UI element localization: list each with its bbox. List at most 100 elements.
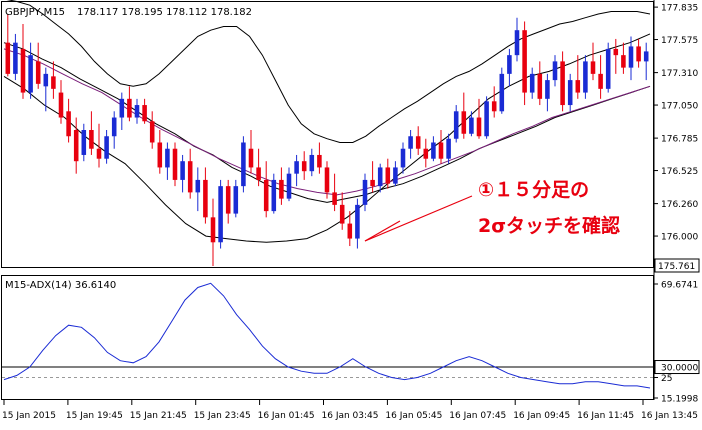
candle-bear [415, 136, 421, 149]
candle-bull [552, 61, 558, 81]
candle-bull [408, 136, 413, 149]
candle-bear [423, 148, 429, 159]
candle-bull [104, 136, 109, 159]
candle-bear [317, 154, 322, 168]
adx-line [3, 282, 651, 389]
candle-bull [453, 111, 459, 139]
candle-bear [149, 121, 155, 143]
candle-bull [567, 80, 573, 106]
candle-bull [111, 117, 117, 137]
price-tick-label: 177.835 [661, 4, 698, 14]
level-value-box [654, 360, 700, 375]
candle-bear [5, 42, 11, 74]
indicator-tick-label: 30.0000 [661, 364, 698, 374]
candle-bear [225, 186, 231, 214]
candle-bear [89, 130, 94, 149]
time-tick-label: 16 Jan 11:45 [577, 411, 634, 421]
candle-bull [241, 142, 246, 187]
candle-bull [28, 55, 33, 93]
candle-bear [172, 148, 178, 180]
indicator-tick-label: 25 [661, 374, 672, 384]
candle-bull [605, 48, 611, 89]
candle-bear [438, 142, 444, 159]
candle-bear [385, 167, 391, 184]
time-tick-label: 15 Jan 23:45 [194, 411, 251, 421]
candle-bear [621, 55, 626, 68]
candle-bull [294, 161, 299, 174]
bollinger-upper-line [6, 0, 651, 143]
candle-bear [66, 111, 71, 137]
candle-bear [157, 142, 163, 168]
candle-bear [339, 204, 345, 224]
candle-bull [529, 73, 535, 93]
time-tick-label: 16 Jan 07:45 [449, 411, 506, 421]
candle-bull [400, 148, 406, 168]
time-tick-label: 16 Jan 09:45 [513, 411, 570, 421]
candle-bear [58, 92, 64, 118]
candle-bear [256, 167, 261, 180]
candle-bear [491, 101, 497, 112]
candle-bull [180, 161, 185, 180]
candle-bull [545, 80, 550, 99]
indicator-pane-frame [1, 275, 654, 400]
candle-bull [218, 186, 223, 243]
price-tick-label: 176.000 [661, 233, 698, 243]
candle-bull [271, 179, 277, 212]
candle-bear [35, 61, 41, 84]
time-axis: 15 Jan 2015 15 Jan 19:45 15 Jan 21:45 15 Ja… [2, 400, 698, 421]
candle-bear [279, 179, 284, 199]
price-tick-label: 177.575 [661, 36, 698, 46]
price-axis: 177.835 177.575 177.310 177.050 176.785 176.5… [654, 4, 698, 243]
candle-bull [377, 167, 383, 187]
candle-bear [461, 111, 467, 134]
candle-bear [73, 130, 79, 162]
candle-bear [370, 179, 375, 187]
price-pane-frame [1, 1, 654, 268]
annotation-line-1: ①１５分足の [478, 179, 589, 201]
candle-bear [537, 73, 543, 99]
time-tick-label: 16 Jan 05:45 [385, 411, 442, 421]
candle-bull [134, 105, 140, 118]
candle-bull [233, 186, 239, 214]
candle-bull [469, 117, 474, 134]
candle-bear [127, 98, 132, 118]
candle-bear [598, 73, 603, 89]
annotation-arrow-head [364, 220, 401, 242]
candle-bear [51, 76, 56, 89]
time-tick-label: 16 Jan 03:45 [322, 411, 379, 421]
candle-bear [203, 179, 208, 218]
candle-bull [81, 130, 87, 155]
candle-bear [332, 192, 337, 205]
candle-bear [324, 167, 330, 193]
candle-bull [355, 204, 360, 239]
price-plot[interactable] [3, 0, 651, 266]
time-tick-label: 15 Jan 21:45 [130, 411, 187, 421]
candle-bull [583, 61, 588, 93]
candle-bull [309, 154, 315, 172]
current-price-marker: 175.761 [654, 258, 700, 273]
candle-bull [393, 167, 398, 184]
candle-bear [187, 161, 193, 193]
candle-bull [362, 179, 368, 205]
bollinger-lower-line [3, 33, 651, 243]
candle-bull [43, 73, 49, 87]
candle-bear [142, 105, 147, 122]
candle-bull [431, 142, 436, 159]
candle-bull [13, 42, 18, 74]
candle-bear [301, 161, 307, 172]
adx-plot[interactable] [2, 282, 653, 389]
candle-bull [514, 30, 520, 56]
candle-bear [613, 48, 619, 56]
candle-bear [210, 217, 216, 243]
price-tick-label: 176.525 [661, 167, 698, 177]
candle-bull [499, 73, 505, 112]
annotation-line-2: 2σタッチを確認 [478, 214, 620, 237]
bollinger-middle-line [3, 42, 651, 203]
candle-bull [484, 101, 489, 137]
price-tick-label: 176.260 [661, 200, 698, 210]
indicator-label: M15-ADX(14) 36.6140 [5, 280, 116, 291]
annotation-arrow [364, 195, 473, 242]
candle-bull [507, 55, 512, 74]
